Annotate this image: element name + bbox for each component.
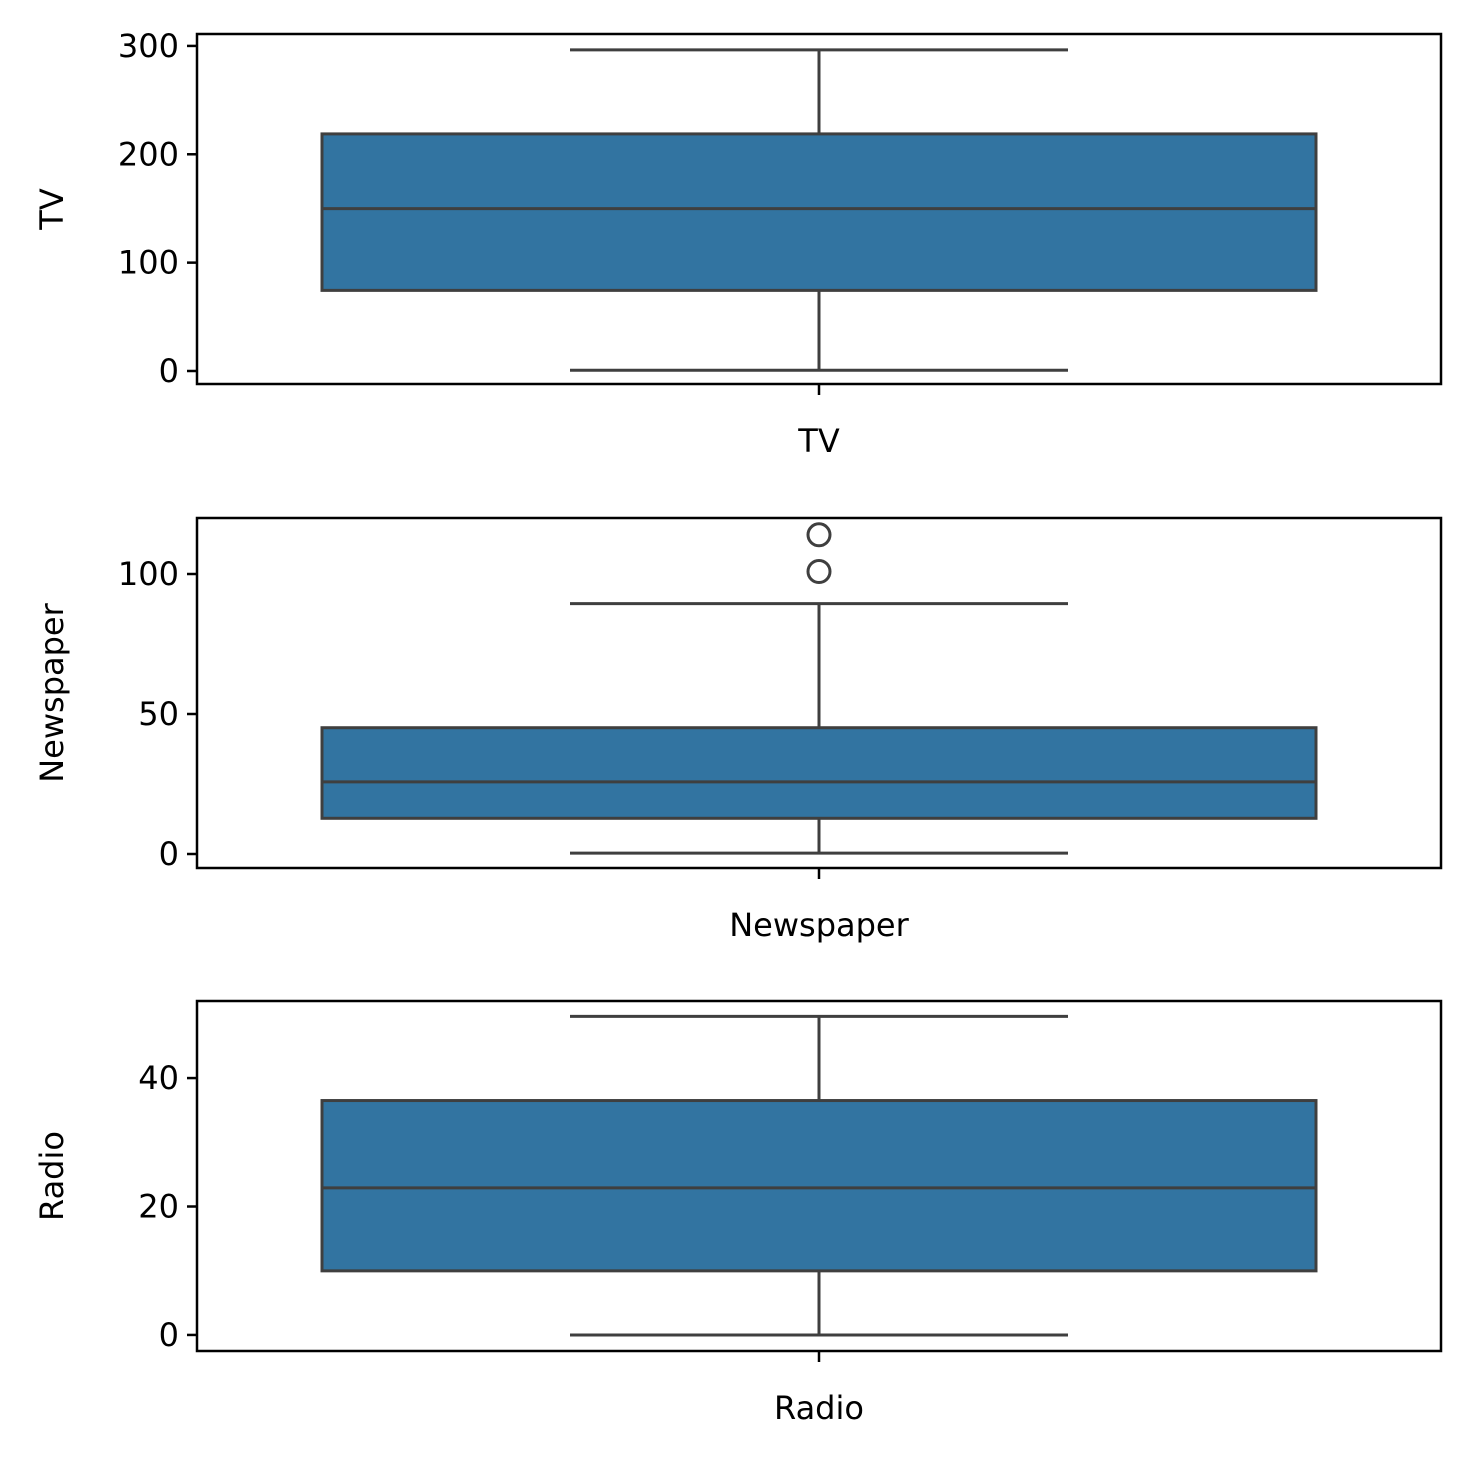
x-axis-label: TV	[797, 422, 840, 460]
subplot-1: 0 100 200 300 TV TV	[33, 27, 1443, 460]
iqr-box	[320, 1099, 1318, 1273]
outlier-point	[806, 522, 832, 548]
x-axis-label: Radio	[774, 1389, 864, 1427]
iqr-box	[320, 726, 1318, 820]
y-axis-label: TV	[33, 188, 71, 231]
y-tick-label: 0	[159, 835, 179, 873]
y-tick-label: 100	[118, 555, 179, 593]
y-tick-label: 100	[118, 244, 179, 282]
iqr-box	[320, 132, 1318, 292]
y-axis-label: Radio	[33, 1131, 71, 1221]
y-tick-label: 200	[118, 135, 179, 173]
subplot-3: 0 20 40 Radio Radio	[33, 999, 1443, 1427]
y-tick-label: 0	[159, 352, 179, 390]
y-tick-label: 50	[138, 695, 179, 733]
x-axis-label: Newspaper	[729, 906, 909, 944]
y-tick-label: 20	[138, 1188, 179, 1226]
y-tick-label: 300	[118, 27, 179, 65]
y-tick-label: 40	[138, 1059, 179, 1097]
y-axis-label: Newspaper	[33, 602, 71, 782]
y-tick-label: 0	[159, 1316, 179, 1354]
subplot-2: 0 50 100 Newspaper Newspaper	[33, 516, 1443, 944]
outlier-point	[806, 558, 832, 584]
